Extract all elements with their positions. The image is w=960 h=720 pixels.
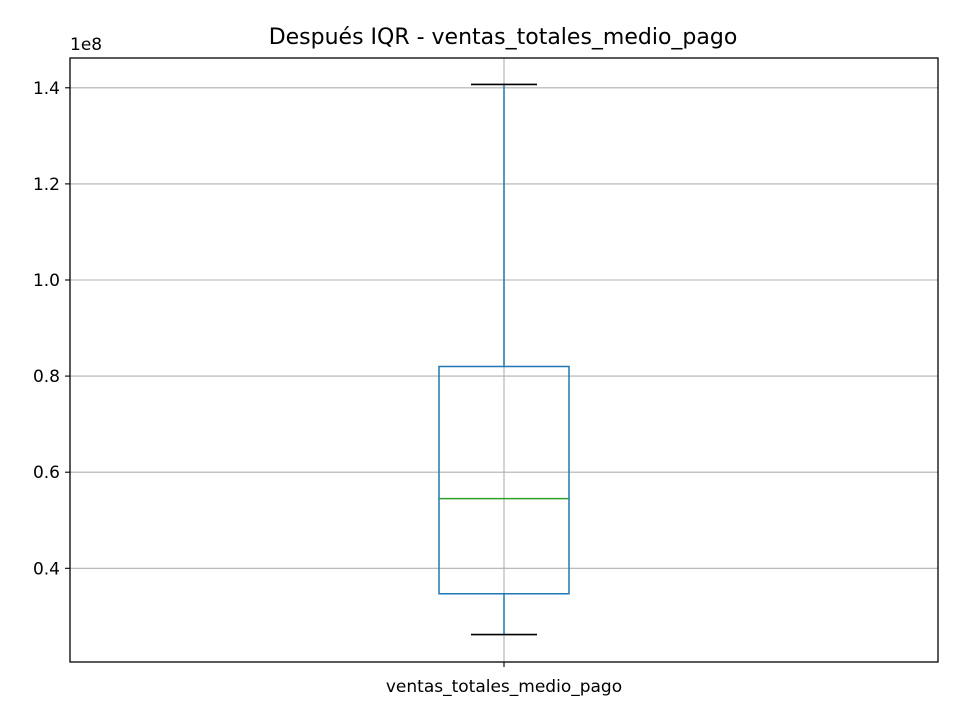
y-axis-offset-label: 1e8	[70, 35, 102, 55]
y-tick-label: 0.6	[33, 463, 60, 483]
y-tick-label: 1.2	[33, 175, 60, 195]
chart-title: Después IQR - ventas_totales_medio_pago	[269, 25, 738, 50]
iqr-box	[438, 365, 570, 595]
y-tick-label: 1.4	[33, 79, 60, 99]
axis-ticks: 0.4 0.6 0.8 1.0 1.2 1.4 ventas_totales_medio_p…	[33, 79, 622, 697]
y-tick-label: 0.4	[33, 559, 60, 579]
x-tick-label: ventas_totales_medio_pago	[386, 677, 622, 697]
box-plot-group	[438, 83, 570, 636]
y-tick-label: 1.0	[33, 271, 60, 291]
y-tick-label: 0.8	[33, 367, 60, 387]
